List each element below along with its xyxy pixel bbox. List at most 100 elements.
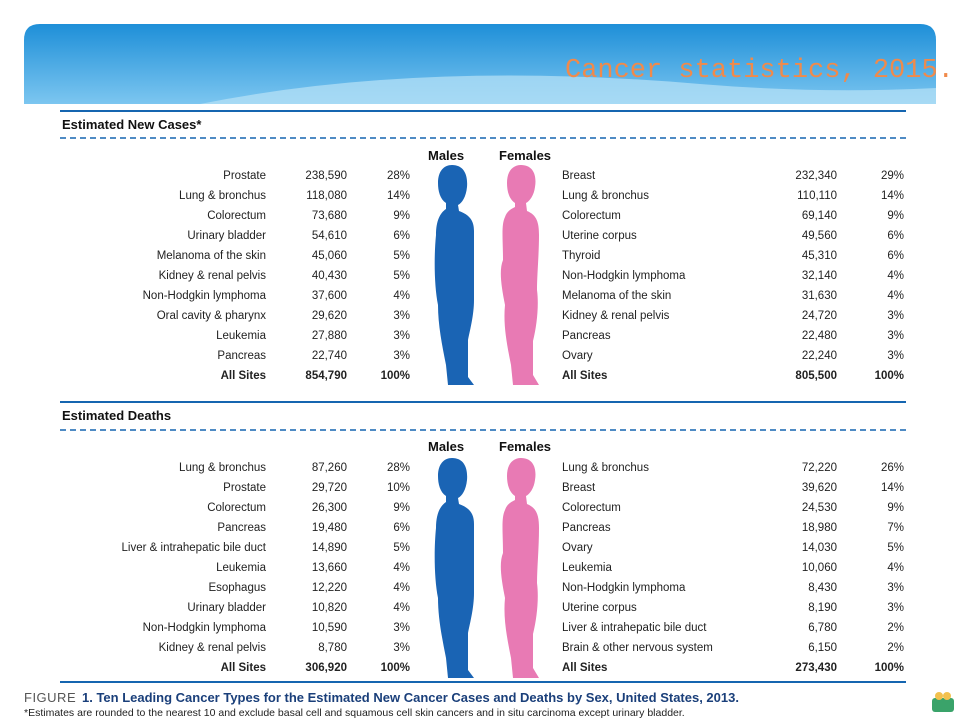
percent: 5%: [887, 542, 904, 554]
column-label: Females: [499, 148, 552, 163]
case-count: 13,660: [311, 562, 347, 574]
cancer-site: Urinary bladder: [187, 602, 266, 614]
percent: 28%: [386, 170, 410, 182]
cancer-site: All Sites: [562, 662, 608, 674]
case-count: 29,620: [311, 310, 347, 322]
percent: 14%: [880, 482, 904, 494]
percent: 100%: [380, 370, 410, 382]
percent: 29%: [880, 170, 904, 182]
percent: 3%: [393, 350, 410, 362]
cancer-site: Kidney & renal pelvis: [562, 310, 670, 322]
cancer-site: Pancreas: [562, 330, 611, 342]
cancer-site: Colorectum: [207, 210, 266, 222]
case-count: 45,060: [311, 250, 347, 262]
percent: 3%: [887, 330, 904, 342]
cancer-site: Pancreas: [217, 350, 266, 362]
percent: 5%: [393, 250, 410, 262]
cancer-site: Lung & bronchus: [179, 190, 266, 202]
percent: 5%: [393, 542, 410, 554]
case-count: 10,820: [311, 602, 347, 614]
cancer-site: Lung & bronchus: [179, 462, 266, 474]
case-count: 39,620: [801, 482, 837, 494]
cancer-site: Non-Hodgkin lymphoma: [142, 622, 266, 634]
case-count: 45,310: [801, 250, 837, 262]
cancer-site: Pancreas: [217, 522, 266, 534]
case-count: 19,480: [311, 522, 347, 534]
case-count: 6,150: [808, 642, 837, 654]
case-count: 27,880: [311, 330, 347, 342]
case-count: 8,430: [808, 582, 837, 594]
percent: 26%: [880, 462, 904, 474]
percent: 3%: [887, 582, 904, 594]
case-count: 805,500: [795, 370, 837, 382]
case-count: 6,780: [808, 622, 837, 634]
case-count: 72,220: [801, 462, 837, 474]
cancer-site: Oral cavity & pharynx: [156, 310, 266, 322]
female-silhouette: [500, 165, 539, 385]
percent: 7%: [887, 522, 904, 534]
cancer-site: Leukemia: [216, 562, 266, 574]
cancer-site: Ovary: [562, 542, 593, 554]
cancer-site: Leukemia: [562, 562, 612, 574]
percent: 3%: [887, 602, 904, 614]
case-count: 73,680: [311, 210, 347, 222]
percent: 4%: [887, 270, 904, 282]
cancer-site: Pancreas: [562, 522, 611, 534]
column-label: Males: [428, 439, 465, 454]
cancer-site: Esophagus: [208, 582, 266, 594]
percent: 2%: [887, 622, 904, 634]
case-count: 238,590: [305, 170, 347, 182]
percent: 4%: [887, 290, 904, 302]
percent: 100%: [874, 370, 904, 382]
case-count: 110,110: [797, 190, 837, 202]
footnote: *Estimates are rounded to the nearest 10…: [24, 707, 685, 719]
cancer-site: Kidney & renal pelvis: [158, 270, 266, 282]
case-count: 232,340: [795, 170, 837, 182]
percent: 3%: [393, 310, 410, 322]
percent: 6%: [887, 230, 904, 242]
male-silhouette: [434, 165, 474, 385]
percent: 4%: [393, 602, 410, 614]
cancer-site: Urinary bladder: [187, 230, 266, 242]
case-count: 49,560: [801, 230, 837, 242]
dashed-rules: [60, 137, 906, 431]
case-count: 29,720: [311, 482, 347, 494]
case-count: 54,610: [311, 230, 347, 242]
percent: 28%: [386, 462, 410, 474]
percent: 3%: [393, 642, 410, 654]
case-count: 10,060: [801, 562, 837, 574]
cancer-site: All Sites: [220, 370, 266, 382]
case-count: 22,740: [311, 350, 347, 362]
case-count: 14,890: [311, 542, 347, 554]
cancer-site: Lung & bronchus: [562, 462, 649, 474]
percent: 5%: [393, 270, 410, 282]
case-count: 10,590: [311, 622, 347, 634]
percent: 4%: [887, 562, 904, 574]
percent: 14%: [880, 190, 904, 202]
cancer-site: Kidney & renal pelvis: [158, 642, 266, 654]
cancer-site: Uterine corpus: [562, 602, 637, 614]
case-count: 69,140: [801, 210, 837, 222]
case-count: 40,430: [311, 270, 347, 282]
case-count: 306,920: [305, 662, 347, 674]
percent: 9%: [887, 210, 904, 222]
case-count: 14,030: [801, 542, 837, 554]
percent: 6%: [393, 522, 410, 534]
case-count: 24,530: [801, 502, 837, 514]
cancer-site: Melanoma of the skin: [562, 290, 672, 302]
percent: 4%: [393, 290, 410, 302]
case-count: 12,220: [311, 582, 347, 594]
percent: 6%: [887, 250, 904, 262]
cancer-site: Uterine corpus: [562, 230, 637, 242]
cancer-site: Colorectum: [207, 502, 266, 514]
percent: 3%: [887, 310, 904, 322]
slide-title: Cancer statistics, 2015.: [565, 56, 954, 86]
banner: [24, 24, 936, 104]
percent: 3%: [887, 350, 904, 362]
cancer-site: Colorectum: [562, 502, 621, 514]
female-silhouette: [500, 458, 539, 678]
cancer-site: Liver & intrahepatic bile duct: [562, 622, 707, 634]
percent: 4%: [393, 562, 410, 574]
figure-label: FIGURE: [24, 690, 77, 705]
